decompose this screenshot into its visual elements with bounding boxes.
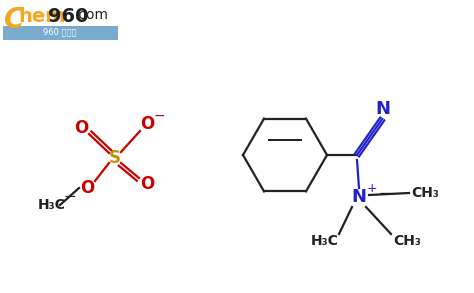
Text: .com: .com — [75, 8, 109, 22]
Text: H₃C: H₃C — [38, 198, 66, 212]
Text: CH₃: CH₃ — [411, 186, 439, 200]
Text: N: N — [376, 100, 391, 118]
Text: −: − — [63, 189, 76, 204]
FancyBboxPatch shape — [3, 26, 118, 40]
Text: +: + — [367, 181, 377, 195]
Text: −: − — [379, 187, 392, 202]
Text: S: S — [109, 149, 121, 167]
Text: hem: hem — [18, 7, 65, 26]
Text: C: C — [4, 6, 24, 34]
Text: CH₃: CH₃ — [393, 234, 421, 248]
Text: O: O — [74, 119, 88, 137]
Text: H₃C: H₃C — [311, 234, 339, 248]
Text: N: N — [352, 188, 366, 206]
Text: 960: 960 — [48, 7, 89, 26]
Text: O: O — [140, 175, 154, 193]
Text: O: O — [80, 179, 94, 197]
Text: −: − — [153, 109, 165, 123]
Text: 960 化工网: 960 化工网 — [43, 28, 77, 37]
Text: O: O — [140, 115, 154, 133]
